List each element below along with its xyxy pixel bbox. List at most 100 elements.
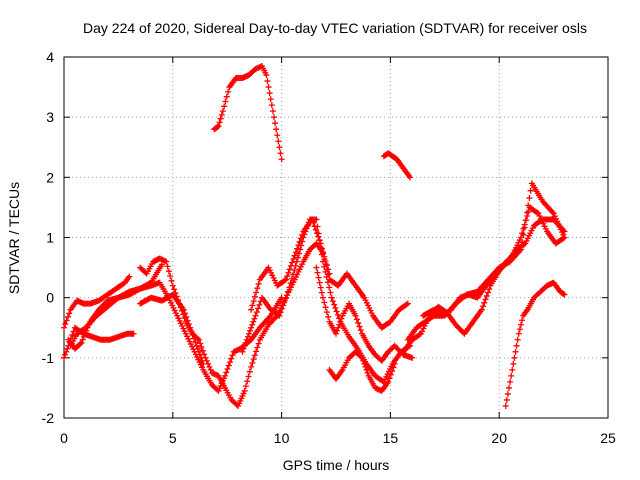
data-point-marker (557, 226, 564, 233)
data-point-marker (295, 242, 302, 249)
data-point-marker (278, 305, 285, 312)
data-point-marker (247, 327, 254, 334)
series-sat-a (61, 273, 133, 331)
data-point-marker (253, 309, 260, 316)
data-point-marker (164, 263, 171, 270)
data-point-marker (516, 326, 523, 333)
data-point-marker (267, 96, 274, 103)
data-point-marker (244, 378, 251, 385)
data-point-marker (269, 108, 276, 115)
data-point-marker (284, 273, 291, 280)
data-point-marker (255, 305, 262, 312)
data-point-marker (246, 368, 253, 375)
data-point-marker (322, 261, 329, 268)
data-point-marker (77, 340, 84, 347)
data-point-marker (519, 317, 526, 324)
data-point-marker (200, 360, 207, 367)
data-point-marker (61, 324, 67, 331)
data-point-marker (185, 321, 192, 328)
data-point-marker (69, 331, 76, 338)
data-point-marker (323, 309, 330, 316)
data-point-marker (332, 304, 339, 311)
data-point-marker (326, 270, 333, 277)
data-point-marker (251, 315, 258, 322)
data-point-marker (356, 323, 363, 330)
data-point-marker (189, 331, 196, 338)
data-point-marker (193, 342, 200, 349)
data-point-marker (254, 285, 261, 292)
data-point-marker (288, 275, 295, 282)
data-point-marker (327, 289, 334, 296)
data-point-marker (218, 111, 225, 118)
data-point-marker (520, 231, 527, 238)
data-point-marker (244, 333, 251, 340)
data-point-marker (241, 342, 248, 349)
data-point-marker (291, 252, 298, 259)
data-point-marker (315, 274, 322, 281)
data-point-marker (525, 202, 532, 209)
data-point-marker (337, 318, 344, 325)
series-sat-i (248, 216, 411, 331)
data-point-marker (317, 284, 324, 291)
data-point-marker (319, 294, 326, 301)
series-sat-d (67, 279, 285, 394)
data-point-marker (249, 302, 256, 309)
data-point-marker (478, 306, 485, 313)
y-tick-label: 3 (46, 109, 54, 125)
data-point-marker (187, 324, 194, 331)
data-point-marker (387, 371, 394, 378)
data-point-marker (524, 209, 531, 216)
data-point-marker (555, 221, 562, 228)
series-sat-n (404, 204, 568, 343)
data-point-marker (206, 363, 213, 370)
data-point-marker (224, 366, 231, 373)
data-point-marker (406, 174, 413, 181)
data-point-marker (321, 299, 328, 306)
data-point-marker (243, 336, 250, 343)
data-point-marker (285, 288, 292, 295)
data-point-marker (560, 231, 567, 238)
data-point-marker (311, 223, 318, 230)
data-point-marker (199, 357, 206, 364)
data-point-marker (283, 292, 290, 299)
data-point-marker (276, 312, 283, 319)
data-point-marker (315, 233, 322, 240)
data-point-marker (265, 84, 272, 91)
data-point-marker (508, 372, 515, 379)
data-point-marker (403, 301, 410, 308)
data-point-marker (510, 360, 517, 367)
data-point-marker (352, 312, 359, 319)
data-point-marker (335, 324, 342, 331)
data-point-marker (168, 277, 175, 284)
data-point-marker (241, 387, 248, 394)
data-point-marker (504, 390, 511, 397)
data-point-marker (222, 372, 229, 379)
data-point-marker (483, 292, 490, 299)
data-point-marker (512, 348, 519, 355)
data-point-marker (266, 314, 273, 321)
data-point-marker (242, 339, 249, 346)
series-sat-o (420, 180, 568, 319)
data-point-marker (217, 115, 224, 122)
data-point-marker (359, 354, 366, 361)
x-tick-label: 25 (600, 430, 616, 446)
data-point-marker (519, 239, 526, 246)
data-point-marker (130, 330, 137, 337)
data-point-marker (560, 290, 567, 297)
data-point-marker (291, 267, 298, 274)
data-point-marker (326, 284, 333, 291)
data-point-marker (181, 310, 188, 317)
series-sat-e (137, 240, 333, 409)
data-point-marker (250, 356, 257, 363)
data-point-marker (264, 78, 271, 85)
data-point-marker (338, 315, 345, 322)
data-point-marker (287, 280, 294, 287)
series-sat-f (137, 291, 207, 367)
data-point-marker (481, 299, 488, 306)
data-point-marker (515, 330, 522, 337)
x-tick-label: 5 (169, 430, 177, 446)
data-point-marker (320, 250, 327, 257)
data-point-marker (309, 216, 316, 223)
data-point-marker (297, 235, 304, 242)
data-point-marker (214, 123, 221, 130)
